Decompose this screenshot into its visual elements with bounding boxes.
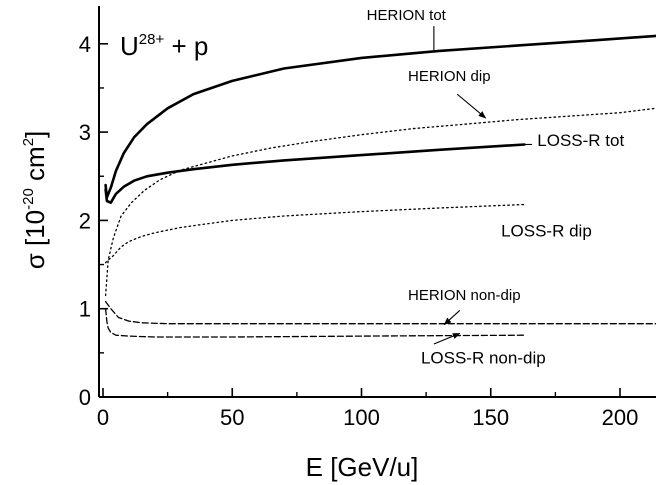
- series-loss-r-dip: [104, 203, 526, 264]
- label-herion-tot: HERION tot: [367, 7, 447, 24]
- label-loss-r-tot: LOSS-R tot: [537, 131, 624, 150]
- x-tick-label: 50: [220, 405, 244, 430]
- series-loss-r-tot: [104, 143, 526, 204]
- system-label: U28+ + p: [120, 31, 208, 61]
- series-herion-dip: [104, 107, 656, 297]
- label-herion-non-dip: HERION non-dip: [408, 287, 521, 304]
- series-herion-tot: [104, 34, 656, 199]
- x-tick-label: 100: [343, 405, 380, 430]
- y-tick-label: 0: [79, 385, 91, 410]
- data-series: [104, 34, 656, 338]
- system-label-suffix: + p: [164, 31, 208, 61]
- y-axis-title-exp1: -20: [20, 188, 37, 210]
- y-tick-label: 2: [79, 208, 91, 233]
- y-tick-label: 3: [79, 120, 91, 145]
- y-axis-title-middle: cm: [20, 146, 50, 188]
- axis-tick-labels: 0 50 100 150 200 0 1 2 3 4: [79, 32, 639, 430]
- series-loss-r-non-dip: [104, 308, 526, 338]
- y-axis-title-prefix: σ [10: [20, 210, 50, 269]
- x-tick-label: 200: [602, 405, 639, 430]
- y-axis-title: σ [10-20 cm2]: [20, 131, 50, 270]
- y-tick-label: 4: [79, 32, 91, 57]
- label-herion-dip: HERION dip: [408, 68, 491, 85]
- label-loss-r-non-dip: LOSS-R non-dip: [421, 348, 546, 367]
- axis-ticks: [99, 42, 621, 398]
- pointer-herion-non-dip: [443, 310, 461, 326]
- x-tick-label: 0: [97, 405, 109, 430]
- y-axis-title-suffix: ]: [20, 131, 50, 138]
- system-label-base: U: [120, 31, 139, 61]
- y-tick-label: 1: [79, 297, 91, 322]
- pointer-herion-dip: [456, 93, 487, 119]
- y-axis-title-exp2: 2: [20, 138, 37, 146]
- series-herion-non-dip: [104, 300, 656, 325]
- pointer-loss-r-non-dip: [433, 332, 461, 345]
- x-tick-label: 150: [472, 405, 509, 430]
- x-axis-title: E [GeV/u]: [306, 452, 419, 482]
- label-loss-r-dip: LOSS-R dip: [501, 221, 592, 240]
- system-label-superscript: 28+: [139, 31, 165, 48]
- curve-annotations: HERION tot HERION dip LOSS-R tot LOSS-R dip…: [367, 7, 625, 367]
